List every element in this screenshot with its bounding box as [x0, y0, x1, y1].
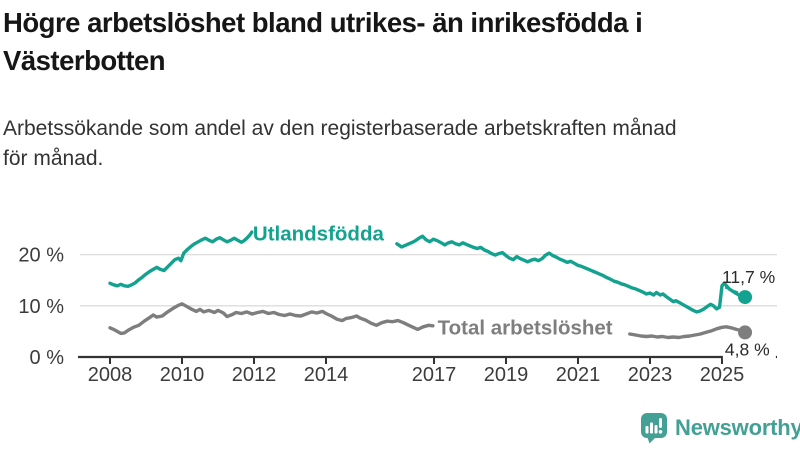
y-tick-label: 20 % [18, 245, 64, 267]
x-tick-label: 2021 [556, 364, 601, 386]
x-tick-label: 2012 [232, 364, 277, 386]
x-tick-label: 2023 [628, 364, 673, 386]
newsworthy-chart-bubble-icon [641, 413, 667, 444]
end-value-label: 4,8 % [725, 339, 770, 359]
x-tick-label: 2017 [412, 364, 457, 386]
newsworthy-logo: Newsworthy [640, 412, 800, 444]
end-label-leader [724, 287, 739, 293]
end-label-bg [722, 340, 776, 360]
y-tick-label: 0 % [30, 347, 65, 369]
end-value-label: 11,7 % [722, 267, 775, 287]
line-chart: 2008 2010 2012 2014 2017 2019 2021 2023 2025 0 % 1… [18, 223, 777, 386]
series-inline-label: Total arbetslöshet [438, 316, 613, 339]
series-line [628, 325, 747, 340]
x-tick-label: 2025 [700, 364, 745, 386]
series-inline-label: Utlandsfödda [253, 223, 385, 246]
x-tick-label: 2008 [88, 364, 133, 386]
series-end-dot [738, 290, 753, 305]
x-tick-label: 2019 [484, 364, 529, 386]
series-line [108, 302, 435, 336]
x-tick-label: 2010 [160, 364, 205, 386]
chart-subtitle: Arbetssökande som andel av den registerb… [3, 117, 677, 171]
page-title: Högre arbetslöshet bland utrikes- än inr… [3, 7, 643, 76]
series-line [108, 230, 254, 289]
x-tick-label: 2014 [304, 364, 349, 386]
series-end-dot [738, 325, 753, 340]
series-line [395, 234, 747, 314]
newsworthy-wordmark: Newsworthy [675, 415, 800, 440]
y-tick-label: 10 % [18, 296, 64, 318]
